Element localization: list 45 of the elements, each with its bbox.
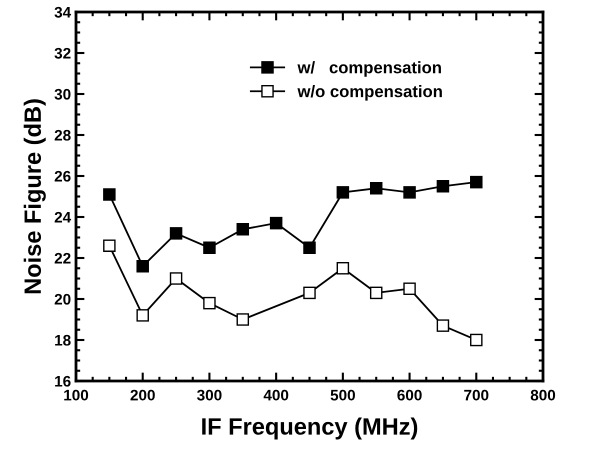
x-tick-label: 100 <box>64 390 88 401</box>
y-tick-label: 30 <box>54 88 71 100</box>
x-tick-label: 700 <box>464 390 488 401</box>
y-tick-label: 32 <box>54 48 71 59</box>
x-tick-label: 300 <box>197 390 222 401</box>
point <box>303 286 316 300</box>
x-tick-label: 200 <box>130 390 155 401</box>
point <box>303 242 316 254</box>
point <box>203 242 216 254</box>
y-axis-title: Noise Figure (dB) <box>24 99 46 294</box>
point <box>470 176 483 188</box>
x-tick-label: 800 <box>530 390 556 401</box>
point <box>136 260 149 272</box>
x-tick-label: 600 <box>397 390 422 401</box>
legend-label: w/o compensation <box>297 85 442 101</box>
point <box>436 180 450 192</box>
y-tick-label: 24 <box>54 212 72 223</box>
y-tick-label: 16 <box>55 376 71 387</box>
y-tick-label: 22 <box>54 252 71 264</box>
y-tick-label: 26 <box>54 170 71 182</box>
point <box>403 282 416 295</box>
point <box>370 286 382 300</box>
x-axis-title: IF Frequency (MHz) <box>202 417 418 440</box>
point <box>170 227 182 240</box>
point <box>336 186 350 199</box>
point <box>203 296 216 310</box>
point <box>336 262 350 274</box>
y-tick-label: 34 <box>54 6 72 18</box>
point <box>436 319 450 332</box>
point <box>236 313 250 326</box>
point <box>136 309 149 322</box>
x-tick-label: 500 <box>330 390 355 401</box>
point <box>103 239 116 252</box>
point <box>403 186 416 199</box>
y-tick-label: 18 <box>55 334 71 346</box>
point <box>270 216 282 230</box>
point <box>103 188 116 201</box>
legend-label: w/ compensation <box>297 61 441 77</box>
point <box>170 272 182 285</box>
point <box>470 334 483 346</box>
y-tick-label: 28 <box>54 130 71 141</box>
point <box>370 182 382 195</box>
x-tick-label: 400 <box>264 390 288 401</box>
y-tick-label: 20 <box>54 294 71 305</box>
point <box>236 223 250 236</box>
